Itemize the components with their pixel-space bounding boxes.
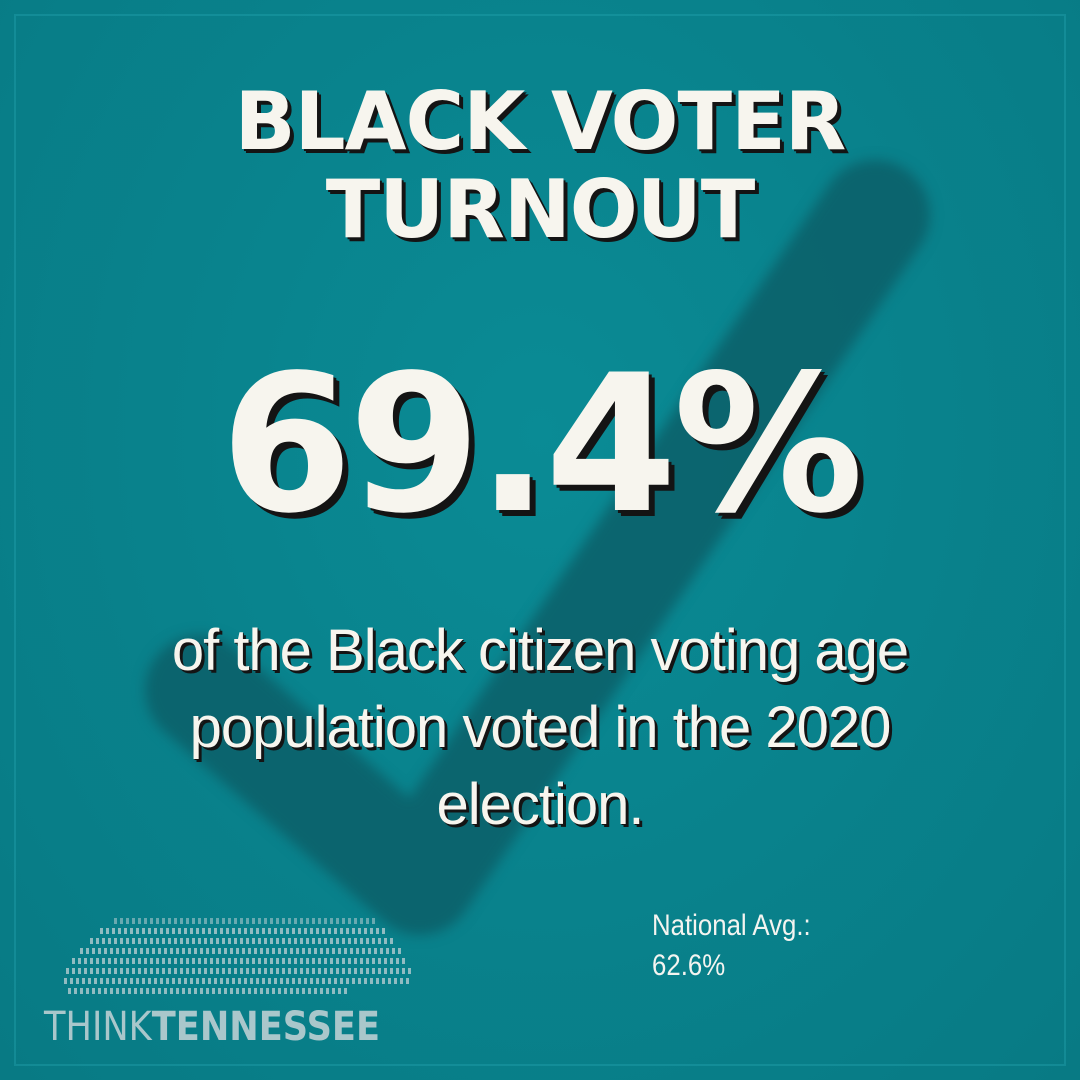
description-line: election. (436, 772, 644, 837)
title-line: TURNOUT (325, 163, 756, 256)
description-line: of the Black citizen voting age (171, 618, 909, 683)
national-average: National Avg.: 62.6% (652, 906, 876, 986)
think-tennessee-logo: THINKTENNESSEE (44, 1003, 380, 1051)
national-average-value: 62.6% (652, 949, 726, 982)
description-text: of the Black citizen voting age populati… (90, 612, 990, 843)
national-average-label: National Avg.: (652, 909, 811, 942)
page-title: BLACK VOTER TURNOUT (0, 78, 1080, 254)
headline-percentage: 69.4% (220, 334, 863, 555)
logo-name: TENNESSEE (151, 1004, 381, 1050)
tennessee-map-dots-icon (64, 918, 411, 994)
description-line: population voted in the 2020 (189, 695, 892, 760)
title-line: BLACK VOTER (234, 75, 847, 168)
logo-prefix: THINK (44, 1004, 152, 1050)
